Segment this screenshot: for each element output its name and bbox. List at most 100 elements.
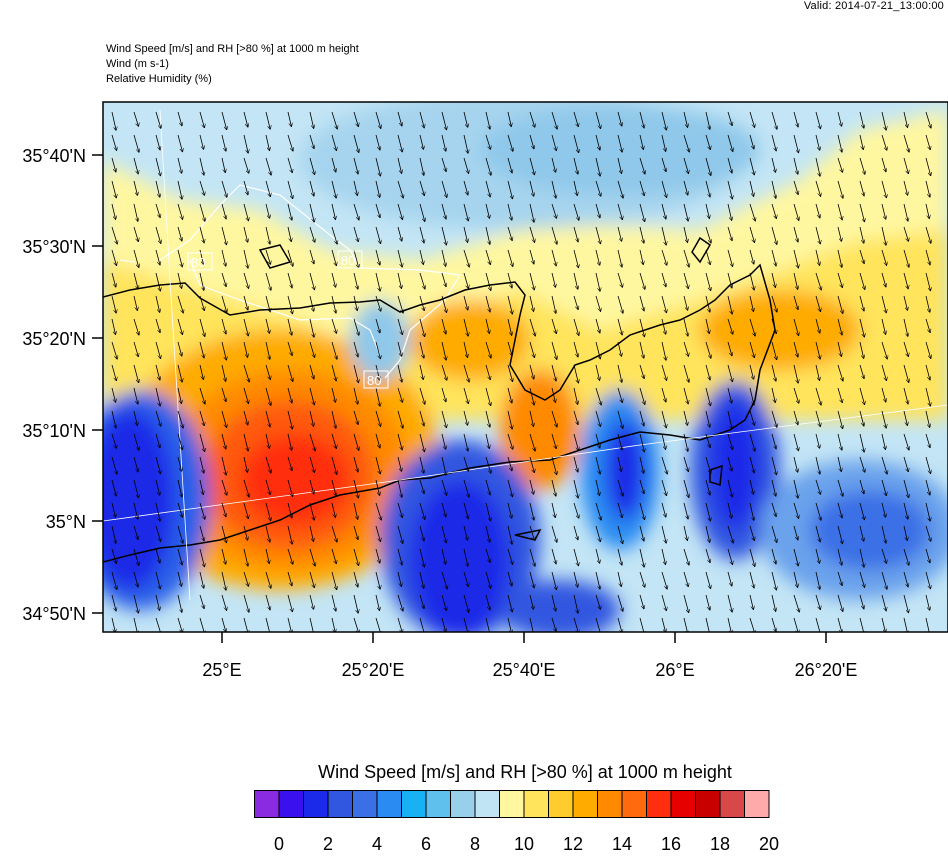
wind-arrow — [111, 180, 116, 198]
wind-arrow — [485, 571, 491, 589]
wind-arrow — [199, 387, 205, 404]
wind-arrow — [771, 111, 777, 129]
wind-arrow — [727, 180, 732, 199]
wind-arrow — [397, 571, 401, 587]
wind-arrow — [925, 226, 931, 243]
wind-arrow — [595, 180, 601, 196]
wind-arrow — [243, 479, 249, 497]
wind-arrow — [749, 249, 754, 264]
wind-arrow — [617, 295, 623, 313]
wind-arrow — [331, 226, 337, 244]
wind-arrow — [551, 157, 556, 172]
wind-arrow — [243, 157, 249, 173]
wind-arrow — [881, 364, 887, 381]
wind-arrow — [881, 134, 887, 150]
wind-arrow — [177, 111, 182, 126]
wind-arrow — [859, 111, 864, 128]
wind-arrow — [837, 594, 843, 612]
wind-arrow — [419, 548, 424, 567]
wind-arrow — [353, 364, 359, 383]
wind-arrow — [771, 433, 776, 449]
colorbar-tick: 18 — [709, 834, 731, 854]
wind-arrow — [749, 226, 755, 243]
colorbar-box — [744, 790, 770, 818]
wind-arrow — [617, 456, 621, 472]
wind-arrow — [727, 571, 732, 586]
wind-arrow — [221, 548, 226, 564]
wind-arrow — [617, 548, 622, 565]
wind-arrow — [793, 249, 798, 268]
wind-arrow — [309, 433, 315, 451]
wind-arrow — [133, 364, 139, 383]
wind-arrow — [573, 226, 578, 242]
wind-arrow — [397, 387, 403, 402]
wind-arrow — [243, 180, 248, 195]
wind-arrow — [375, 617, 381, 632]
wind-arrow — [573, 433, 579, 451]
wind-arrow — [705, 364, 710, 380]
wind-arrow — [133, 272, 138, 289]
wind-arrow — [705, 433, 710, 448]
wind-arrow — [375, 272, 380, 291]
wind-arrow — [397, 249, 402, 267]
wind-arrow — [595, 134, 600, 150]
wind-arrow — [727, 387, 732, 403]
wind-arrow — [133, 134, 139, 152]
wind-arrow — [771, 364, 776, 381]
wind-arrow — [815, 364, 820, 381]
wind-arrow — [661, 387, 666, 402]
wind-arrow — [925, 249, 930, 265]
wind-arrow — [617, 387, 622, 403]
wind-arrow — [309, 502, 314, 520]
wind-arrow — [155, 525, 161, 541]
wind-arrow — [287, 617, 292, 632]
wind-arrow — [353, 203, 359, 220]
wind-arrow — [353, 295, 357, 311]
wind-arrow — [331, 410, 336, 428]
wind-arrow — [111, 226, 117, 244]
wind-arrow — [617, 594, 623, 611]
wind-arrow — [155, 203, 160, 218]
wind-arrow — [397, 525, 403, 544]
wind-arrow — [705, 410, 710, 427]
wind-arrow — [727, 272, 732, 288]
wind-arrow — [573, 387, 578, 404]
wind-arrow — [925, 203, 929, 219]
wind-arrow — [771, 226, 777, 245]
wind-arrow — [221, 318, 226, 334]
wind-arrow — [265, 203, 270, 218]
wind-arrow — [177, 364, 182, 382]
lon-label: 26°E — [655, 660, 694, 680]
wind-arrow — [771, 548, 776, 564]
wind-arrow — [639, 410, 644, 426]
wind-arrow — [573, 157, 578, 174]
wind-arrow — [903, 548, 909, 565]
wind-arrow — [771, 479, 776, 496]
wind-arrow — [485, 203, 490, 218]
wind-arrow — [705, 525, 710, 542]
wind-arrow — [177, 617, 182, 632]
wind-arrow — [881, 111, 886, 130]
wind-arrow — [441, 479, 447, 495]
wind-arrow — [837, 249, 842, 267]
wind-arrow — [529, 479, 534, 494]
wind-arrow — [441, 341, 446, 360]
wind-arrow — [793, 111, 798, 127]
wind-arrow — [925, 617, 930, 632]
wind-arrow — [287, 548, 293, 564]
wind-arrow — [903, 295, 908, 310]
wind-arrow — [265, 456, 271, 473]
wind-arrow — [771, 525, 777, 543]
wind-arrow — [749, 456, 754, 473]
wind-arrow — [771, 157, 776, 172]
wind-arrow — [353, 272, 358, 289]
wind-arrow — [507, 341, 512, 356]
wind-arrow — [925, 571, 931, 589]
colorbar-box — [499, 790, 525, 818]
wind-arrow — [551, 364, 556, 381]
wind-arrow — [221, 456, 226, 475]
wind-arrow — [375, 387, 380, 406]
wind-arrow — [859, 272, 865, 290]
wind-arrow — [617, 226, 622, 241]
wind-arrow — [925, 410, 930, 427]
